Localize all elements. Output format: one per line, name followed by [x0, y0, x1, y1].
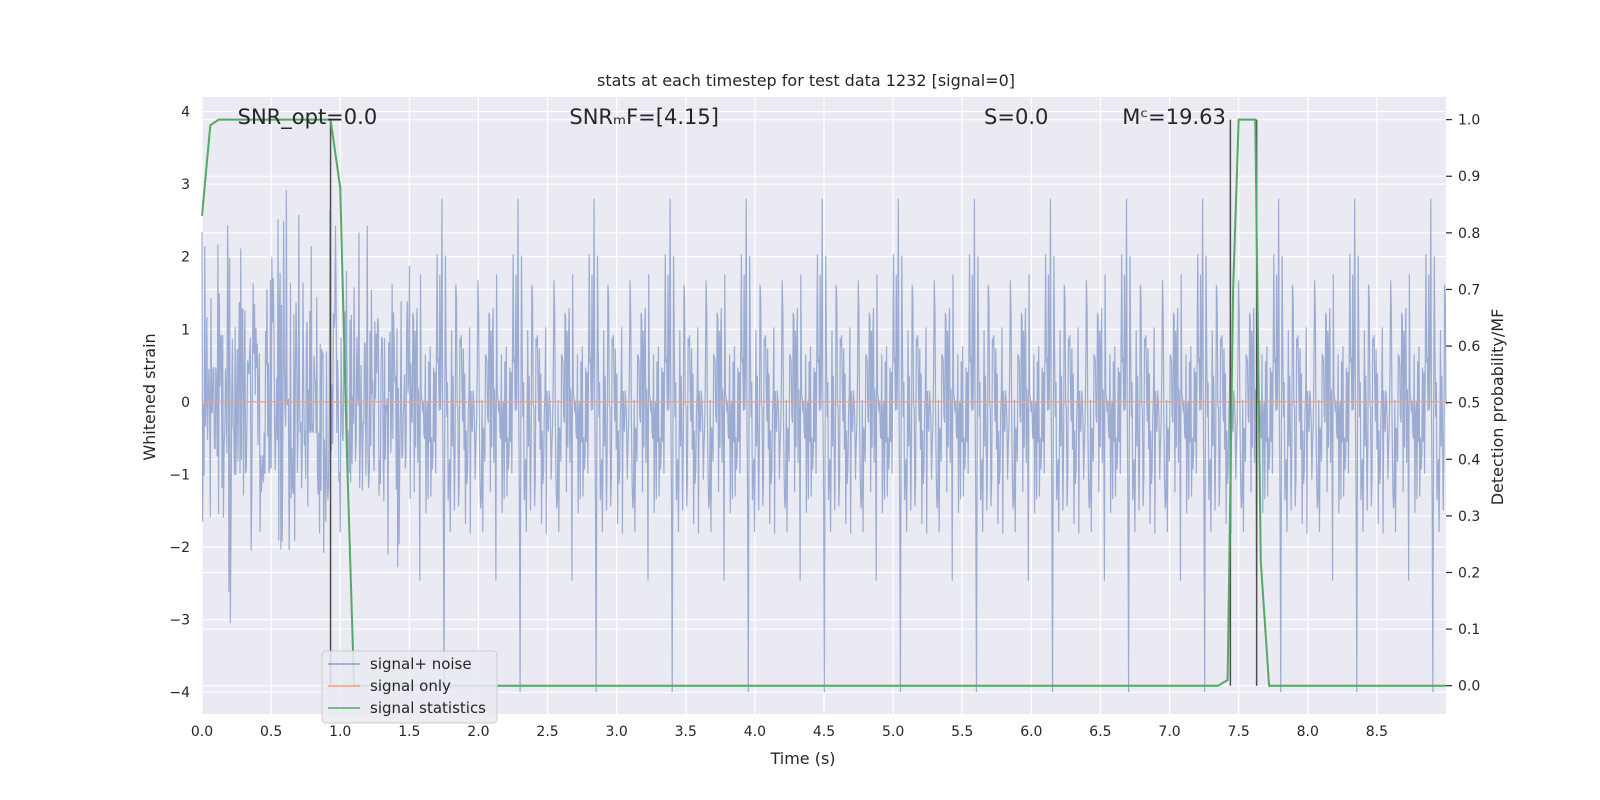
legend-label-signal-only: signal only [370, 677, 451, 695]
x-tick-label: 4.0 [744, 724, 766, 740]
y-tick-label: −4 [169, 685, 190, 701]
y-tick-label: −3 [169, 613, 190, 629]
y-tick-label: 2 [181, 250, 190, 266]
plot-area [201, 97, 1447, 714]
x-tick-label: 7.5 [1228, 724, 1250, 740]
x-tick-label: 6.0 [1020, 724, 1042, 740]
y2-tick-label: 1.0 [1458, 113, 1480, 129]
x-tick-label: 5.0 [882, 724, 904, 740]
x-tick-label: 3.0 [606, 724, 628, 740]
x-tick-label: 8.0 [1297, 724, 1319, 740]
annotation-1: SNRₘF=[4.15] [569, 105, 719, 129]
x-axis-label: Time (s) [769, 749, 835, 768]
legend-label-signal-plus-noise: signal+ noise [370, 655, 472, 673]
y-tick-label: 3 [181, 177, 190, 193]
legend: signal+ noise signal only signal statist… [321, 650, 498, 724]
legend-box [321, 650, 498, 724]
y-axis-left-ticks: 4 3 2 1 0 −1 −2 −3 −4 [169, 105, 190, 702]
y-tick-label: −1 [169, 467, 190, 483]
y2-tick-label: 0.1 [1458, 622, 1480, 638]
x-tick-label: 5.5 [951, 724, 973, 740]
y-tick-label: 4 [181, 105, 190, 121]
x-tick-label: 2.5 [536, 724, 558, 740]
x-tick-label: 4.5 [813, 724, 835, 740]
y2-tick-label: 0.7 [1458, 282, 1480, 298]
x-tick-label: 1.5 [398, 724, 420, 740]
y-axis-right-label: Detection probability/MF [1488, 309, 1507, 506]
x-tick-label: 0.0 [191, 724, 213, 740]
x-tick-label: 6.5 [1089, 724, 1111, 740]
annotation-2: S=0.0 [984, 105, 1048, 129]
x-tick-label: 2.0 [467, 724, 489, 740]
x-tick-label: 0.5 [260, 724, 282, 740]
noise-trace [201, 190, 1447, 693]
y2-tick-label: 0.3 [1458, 509, 1480, 525]
y2-tick-label: 0.2 [1458, 565, 1480, 581]
annotations: SNR_opt=0.0 SNRₘF=[4.15] S=0.0 Mᶜ=19.63 [238, 105, 1226, 130]
x-tick-label: 3.5 [675, 724, 697, 740]
y2-tick-label: 0.8 [1458, 226, 1480, 242]
series-signal-statistics [201, 118, 1446, 687]
y-axis-label: Whitened strain [140, 333, 159, 460]
x-tick-label: 7.0 [1158, 724, 1180, 740]
y2-tick-label: 0.6 [1458, 339, 1480, 355]
x-axis-ticks: 0.0 0.5 1.0 1.5 2.0 2.5 3.0 3.5 4.0 4.5 5.0 5.5 6.0 6… [191, 724, 1388, 740]
y-tick-label: 1 [181, 322, 190, 338]
y2-tick-label: 0.0 [1458, 679, 1480, 695]
y2-tick-label: 0.9 [1458, 169, 1480, 185]
statistics-line [201, 118, 1446, 687]
chart-title: stats at each timestep for test data 123… [597, 71, 1015, 90]
y2-tick-label: 0.5 [1458, 396, 1480, 412]
x-tick-label: 1.0 [329, 724, 351, 740]
y-tick-label: −2 [169, 540, 190, 556]
series-signal-plus-noise [201, 190, 1447, 693]
annotation-3: Mᶜ=19.63 [1122, 105, 1226, 129]
annotation-0: SNR_opt=0.0 [238, 105, 378, 130]
x-tick-label: 8.5 [1366, 724, 1388, 740]
y-axis-right-ticks: 1.0 0.9 0.8 0.7 0.6 0.5 0.4 0.3 0.2 0.1 0.0 [1446, 113, 1480, 695]
y-tick-label: 0 [181, 395, 190, 411]
y2-tick-label: 0.4 [1458, 452, 1480, 468]
legend-label-signal-statistics: signal statistics [370, 699, 486, 717]
